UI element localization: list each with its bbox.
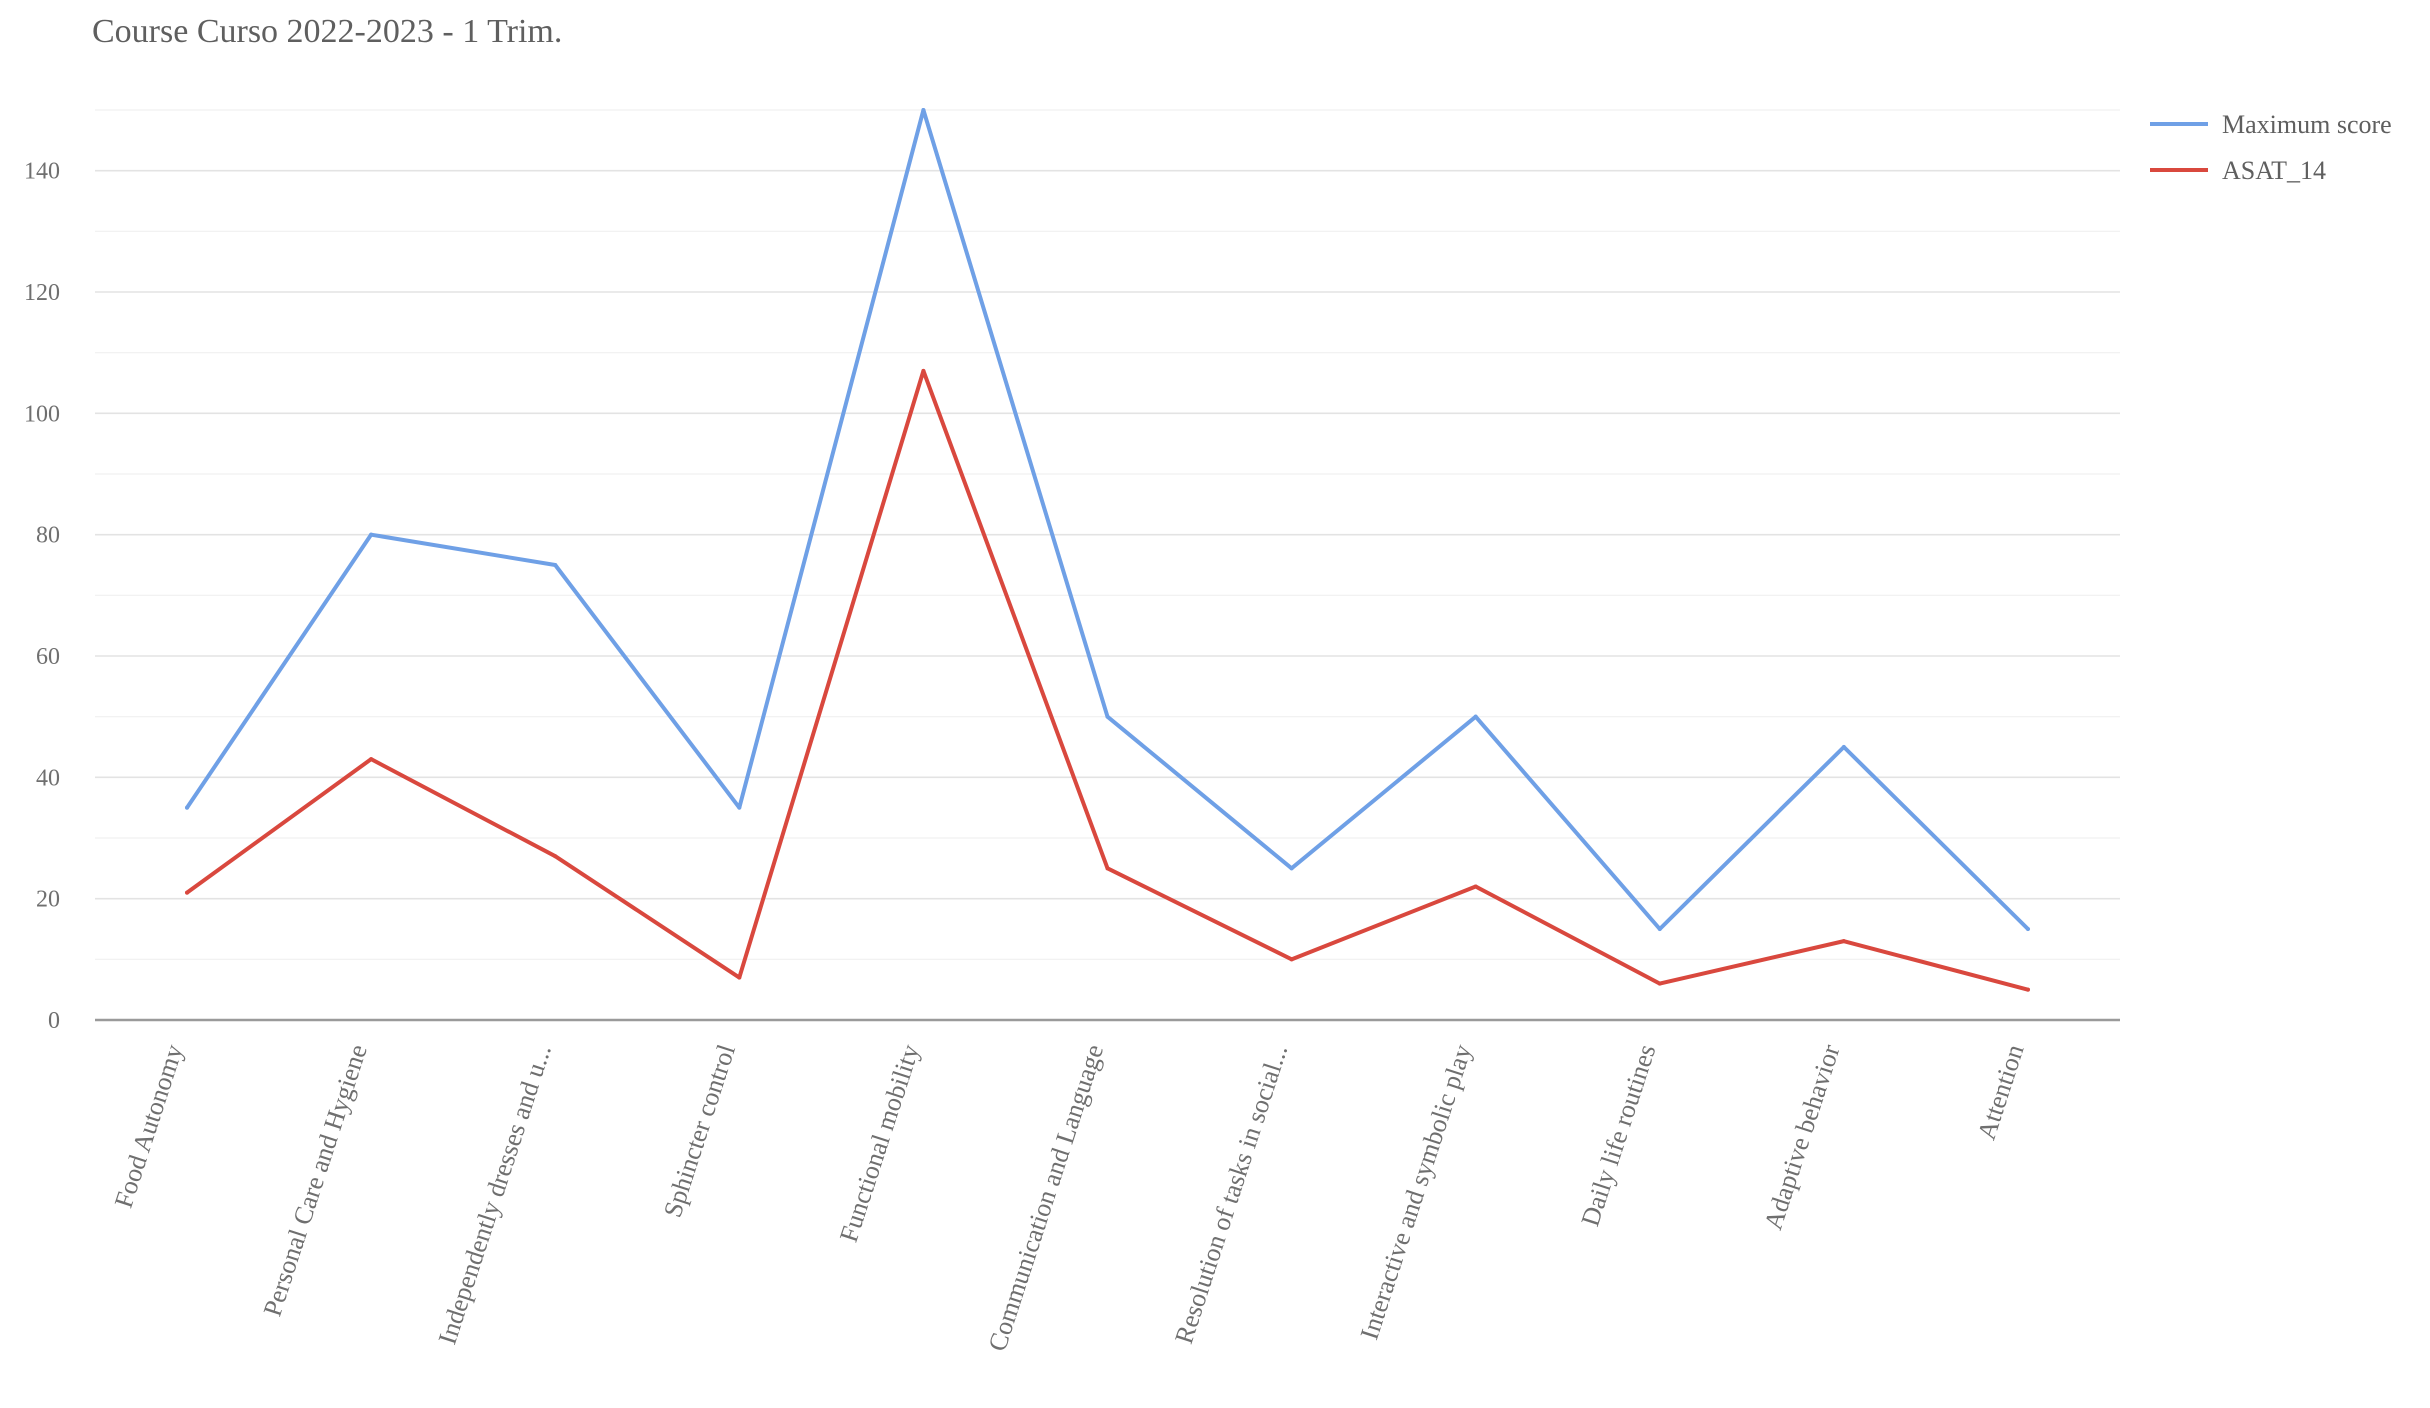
x-tick-label: Personal Care and Hygiene bbox=[258, 1041, 373, 1320]
chart-title: Course Curso 2022-2023 - 1 Trim. bbox=[92, 13, 562, 50]
y-axis-ticks: 0 20 40 60 80 100 120 140 bbox=[24, 159, 60, 1034]
y-tick-label: 40 bbox=[36, 765, 60, 791]
x-tick-label: Independently dresses and u... bbox=[433, 1041, 557, 1348]
legend-label: Maximum score bbox=[2222, 110, 2392, 139]
x-tick-label: Food Autonomy bbox=[109, 1041, 189, 1211]
data-point bbox=[553, 563, 558, 567]
x-tick-label: Communication and Language bbox=[983, 1041, 1110, 1355]
legend: Maximum score ASAT_14 bbox=[2150, 110, 2392, 185]
data-point bbox=[1289, 866, 1294, 871]
data-point bbox=[737, 805, 742, 810]
data-point bbox=[1473, 714, 1478, 719]
data-point bbox=[369, 757, 374, 762]
data-point bbox=[1105, 714, 1110, 719]
y-tick-label: 140 bbox=[24, 159, 60, 185]
y-tick-label: 0 bbox=[48, 1008, 60, 1034]
x-tick-label: Interactive and symbolic play bbox=[1355, 1041, 1478, 1343]
data-point bbox=[1289, 957, 1294, 962]
series-group bbox=[185, 108, 2030, 992]
data-point bbox=[369, 532, 374, 537]
legend-label: ASAT_14 bbox=[2222, 156, 2326, 185]
data-point bbox=[1105, 866, 1110, 871]
y-tick-label: 80 bbox=[36, 523, 60, 549]
x-axis-ticks: Food Autonomy Personal Care and Hygiene In… bbox=[109, 1041, 2030, 1355]
y-tick-label: 20 bbox=[36, 887, 60, 913]
y-tick-label: 100 bbox=[24, 401, 60, 427]
x-tick-label: Sphincter control bbox=[658, 1041, 741, 1221]
x-tick-label: Resolution of tasks in social... bbox=[1169, 1041, 1293, 1347]
x-tick-label: Functional mobility bbox=[834, 1041, 925, 1246]
series-line-2 bbox=[185, 368, 2030, 992]
x-tick-label: Daily life routines bbox=[1575, 1041, 1661, 1230]
data-point bbox=[185, 890, 190, 895]
data-point bbox=[553, 854, 558, 859]
data-point bbox=[185, 805, 190, 810]
grid-lines bbox=[95, 109, 2120, 960]
data-point bbox=[737, 975, 742, 980]
data-point bbox=[1841, 745, 1846, 749]
x-tick-label: Attention bbox=[1972, 1041, 2030, 1143]
data-point bbox=[2025, 987, 2030, 992]
y-tick-label: 60 bbox=[36, 644, 60, 670]
data-point bbox=[1473, 884, 1478, 889]
data-point bbox=[1657, 927, 1662, 931]
data-point bbox=[1657, 981, 1662, 986]
data-point bbox=[2025, 927, 2030, 931]
y-tick-label: 120 bbox=[24, 280, 60, 306]
data-point bbox=[921, 108, 926, 112]
data-point bbox=[1841, 939, 1846, 944]
x-tick-label: Adaptive behavior bbox=[1758, 1041, 1845, 1234]
data-point bbox=[921, 368, 926, 373]
